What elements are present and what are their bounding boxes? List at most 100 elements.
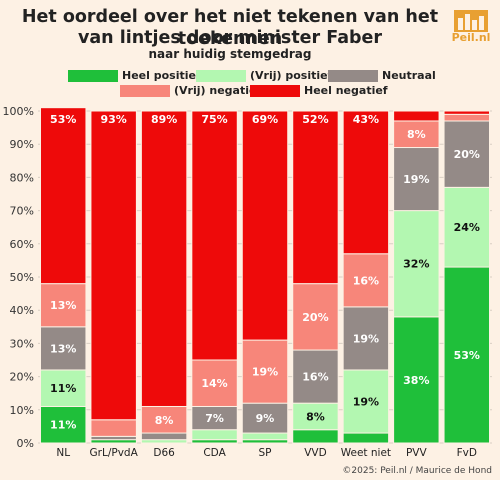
y-tick-label: 60%: [10, 238, 34, 251]
data-label: 16%: [302, 371, 328, 384]
y-tick-label: 0%: [17, 437, 34, 450]
peil-logo: Peil.nl: [444, 4, 498, 48]
bar-segment: [191, 359, 238, 407]
bar-segment: [393, 316, 440, 444]
legend-label: (Vrij) negatief: [174, 84, 262, 97]
legend-swatch: [328, 70, 378, 82]
y-tick-label: 70%: [10, 205, 34, 218]
legend-label: Neutraal: [382, 69, 436, 82]
data-label: 19%: [353, 396, 379, 409]
data-label: 38%: [403, 374, 429, 387]
bar-segment: [241, 339, 289, 404]
legend-label: Heel positief: [122, 69, 201, 82]
bar-segment: [140, 110, 188, 407]
data-label: 43%: [353, 113, 379, 126]
x-tick-label: D66: [153, 447, 175, 459]
bar-segment: [241, 432, 289, 441]
data-label: 14%: [201, 377, 227, 390]
data-label: 89%: [151, 113, 177, 126]
data-label: 16%: [353, 274, 379, 287]
bar-segment: [241, 110, 289, 341]
data-label: 13%: [50, 342, 76, 355]
y-tick-label: 20%: [10, 371, 34, 384]
legend-label: (Vrij) positief: [250, 69, 333, 82]
legend-swatch: [120, 85, 170, 97]
data-label: 53%: [454, 349, 480, 362]
bar-segment: [342, 432, 390, 444]
data-label: 13%: [50, 299, 76, 312]
data-label: 19%: [353, 332, 379, 345]
data-label: 52%: [302, 113, 328, 126]
bar-segment: [140, 405, 188, 434]
data-label: 53%: [50, 113, 76, 126]
data-label: 8%: [155, 414, 174, 427]
bar-segment: [90, 419, 137, 437]
data-label: 19%: [403, 173, 429, 186]
y-tick-label: 100%: [3, 105, 34, 118]
data-label: 93%: [100, 113, 126, 126]
chart-title-line1: Het oordeel over het niet tekenen van he…: [21, 7, 439, 49]
data-label: 20%: [454, 148, 480, 161]
y-tick-label: 50%: [10, 271, 34, 284]
chart-subtitle: naar huidig stemgedrag: [148, 47, 312, 61]
data-label: 11%: [50, 382, 76, 395]
legend-swatch: [68, 70, 118, 82]
copyright-footer: ©2025: Peil.nl / Maurice de Hond: [342, 466, 492, 476]
y-tick-label: 10%: [10, 404, 34, 417]
data-label: 69%: [252, 113, 278, 126]
y-tick-label: 80%: [10, 171, 34, 184]
bar-segment: [393, 110, 440, 122]
bar-segment: [40, 326, 87, 371]
data-label: 8%: [407, 128, 426, 141]
bar-segment: [191, 429, 238, 441]
bar-segment: [342, 369, 390, 434]
bar-segment: [342, 253, 390, 308]
legend-swatch: [250, 85, 300, 97]
bar-segment: [191, 110, 238, 361]
bar-segment: [443, 266, 490, 444]
y-tick-label: 40%: [10, 304, 34, 317]
bar-segment: [443, 186, 490, 268]
bar-segment: [40, 283, 87, 328]
bar-segment: [342, 110, 390, 255]
chart-title-line2: van lintjes door minister Faber: [77, 28, 383, 48]
data-label: 7%: [205, 412, 224, 425]
bar-segment: [393, 120, 440, 149]
data-label: 9%: [256, 412, 275, 425]
bar-segment: [241, 402, 289, 434]
x-tick-label: NL: [56, 447, 70, 459]
bar-segment: [443, 110, 490, 115]
bar-segment: [443, 113, 490, 122]
data-label: 24%: [454, 221, 480, 234]
data-label: 8%: [306, 410, 325, 423]
x-tick-label: PVV: [406, 447, 428, 459]
bar-segment: [292, 283, 339, 351]
bar-segment: [292, 429, 339, 444]
x-tick-label: GrL/PvdA: [90, 447, 139, 459]
data-label: 19%: [252, 366, 278, 379]
bar-segment: [292, 349, 339, 404]
legend-label: Heel negatief: [304, 84, 388, 97]
bar-segment: [292, 110, 339, 285]
data-label: 20%: [302, 311, 328, 324]
x-tick-label: SP: [259, 447, 272, 459]
data-label: 11%: [50, 419, 76, 432]
x-tick-label: Weet niet: [341, 447, 391, 459]
logo-text: Peil.nl: [451, 31, 491, 44]
bar-chart-logo-icon: [454, 10, 488, 32]
legend-swatch: [196, 70, 246, 82]
y-tick-label: 90%: [10, 138, 34, 151]
data-label: 32%: [403, 258, 429, 271]
bar-segment: [40, 405, 87, 444]
bar-segment: [40, 107, 87, 285]
y-tick-label: 30%: [10, 337, 34, 350]
bar-segment: [90, 110, 137, 421]
x-tick-label: VVD: [304, 447, 326, 459]
x-tick-label: CDA: [203, 447, 226, 459]
data-label: 75%: [201, 113, 227, 126]
x-tick-label: FvD: [457, 447, 477, 459]
bar-segment: [140, 432, 188, 441]
bar-segment: [40, 369, 87, 407]
bar-segment: [342, 306, 390, 371]
